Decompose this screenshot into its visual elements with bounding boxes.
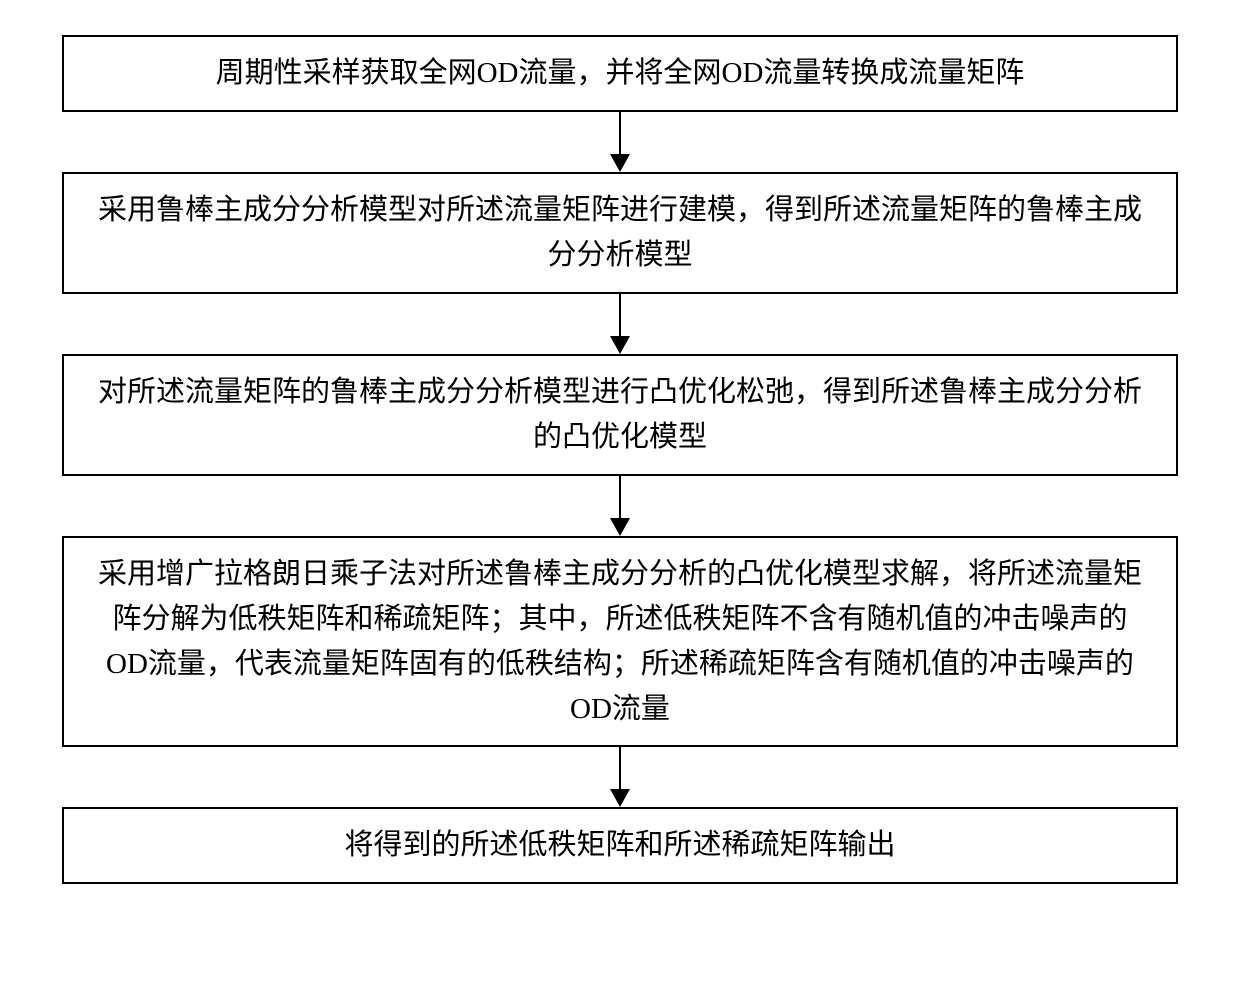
arrow-line	[619, 476, 621, 520]
flow-arrow-1	[62, 112, 1178, 172]
flowchart-container: 周期性采样获取全网OD流量，并将全网OD流量转换成流量矩阵 采用鲁棒主成分分析模…	[62, 35, 1178, 884]
flow-step-2-text: 采用鲁棒主成分分析模型对所述流量矩阵进行建模，得到所述流量矩阵的鲁棒主成分分析模…	[94, 188, 1146, 278]
flow-step-4-text: 采用增广拉格朗日乘子法对所述鲁棒主成分分析的凸优化模型求解，将所述流量矩阵分解为…	[94, 552, 1146, 732]
arrow-line	[619, 747, 621, 791]
flow-step-3-text: 对所述流量矩阵的鲁棒主成分分析模型进行凸优化松弛，得到所述鲁棒主成分分析的凸优化…	[94, 370, 1146, 460]
arrow-head-icon	[610, 789, 630, 807]
flow-arrow-4	[62, 747, 1178, 807]
arrow-head-icon	[610, 154, 630, 172]
flow-arrow-3	[62, 476, 1178, 536]
arrow-head-icon	[610, 336, 630, 354]
flow-step-2: 采用鲁棒主成分分析模型对所述流量矩阵进行建模，得到所述流量矩阵的鲁棒主成分分析模…	[62, 172, 1178, 294]
flow-step-5-text: 将得到的所述低秩矩阵和所述稀疏矩阵输出	[344, 823, 895, 868]
flow-step-3: 对所述流量矩阵的鲁棒主成分分析模型进行凸优化松弛，得到所述鲁棒主成分分析的凸优化…	[62, 354, 1178, 476]
arrow-head-icon	[610, 518, 630, 536]
flow-step-4: 采用增广拉格朗日乘子法对所述鲁棒主成分分析的凸优化模型求解，将所述流量矩阵分解为…	[62, 536, 1178, 748]
arrow-line	[619, 112, 621, 156]
flow-step-1: 周期性采样获取全网OD流量，并将全网OD流量转换成流量矩阵	[62, 35, 1178, 112]
arrow-line	[619, 294, 621, 338]
flow-step-5: 将得到的所述低秩矩阵和所述稀疏矩阵输出	[62, 807, 1178, 884]
flow-step-1-text: 周期性采样获取全网OD流量，并将全网OD流量转换成流量矩阵	[216, 51, 1025, 96]
flow-arrow-2	[62, 294, 1178, 354]
